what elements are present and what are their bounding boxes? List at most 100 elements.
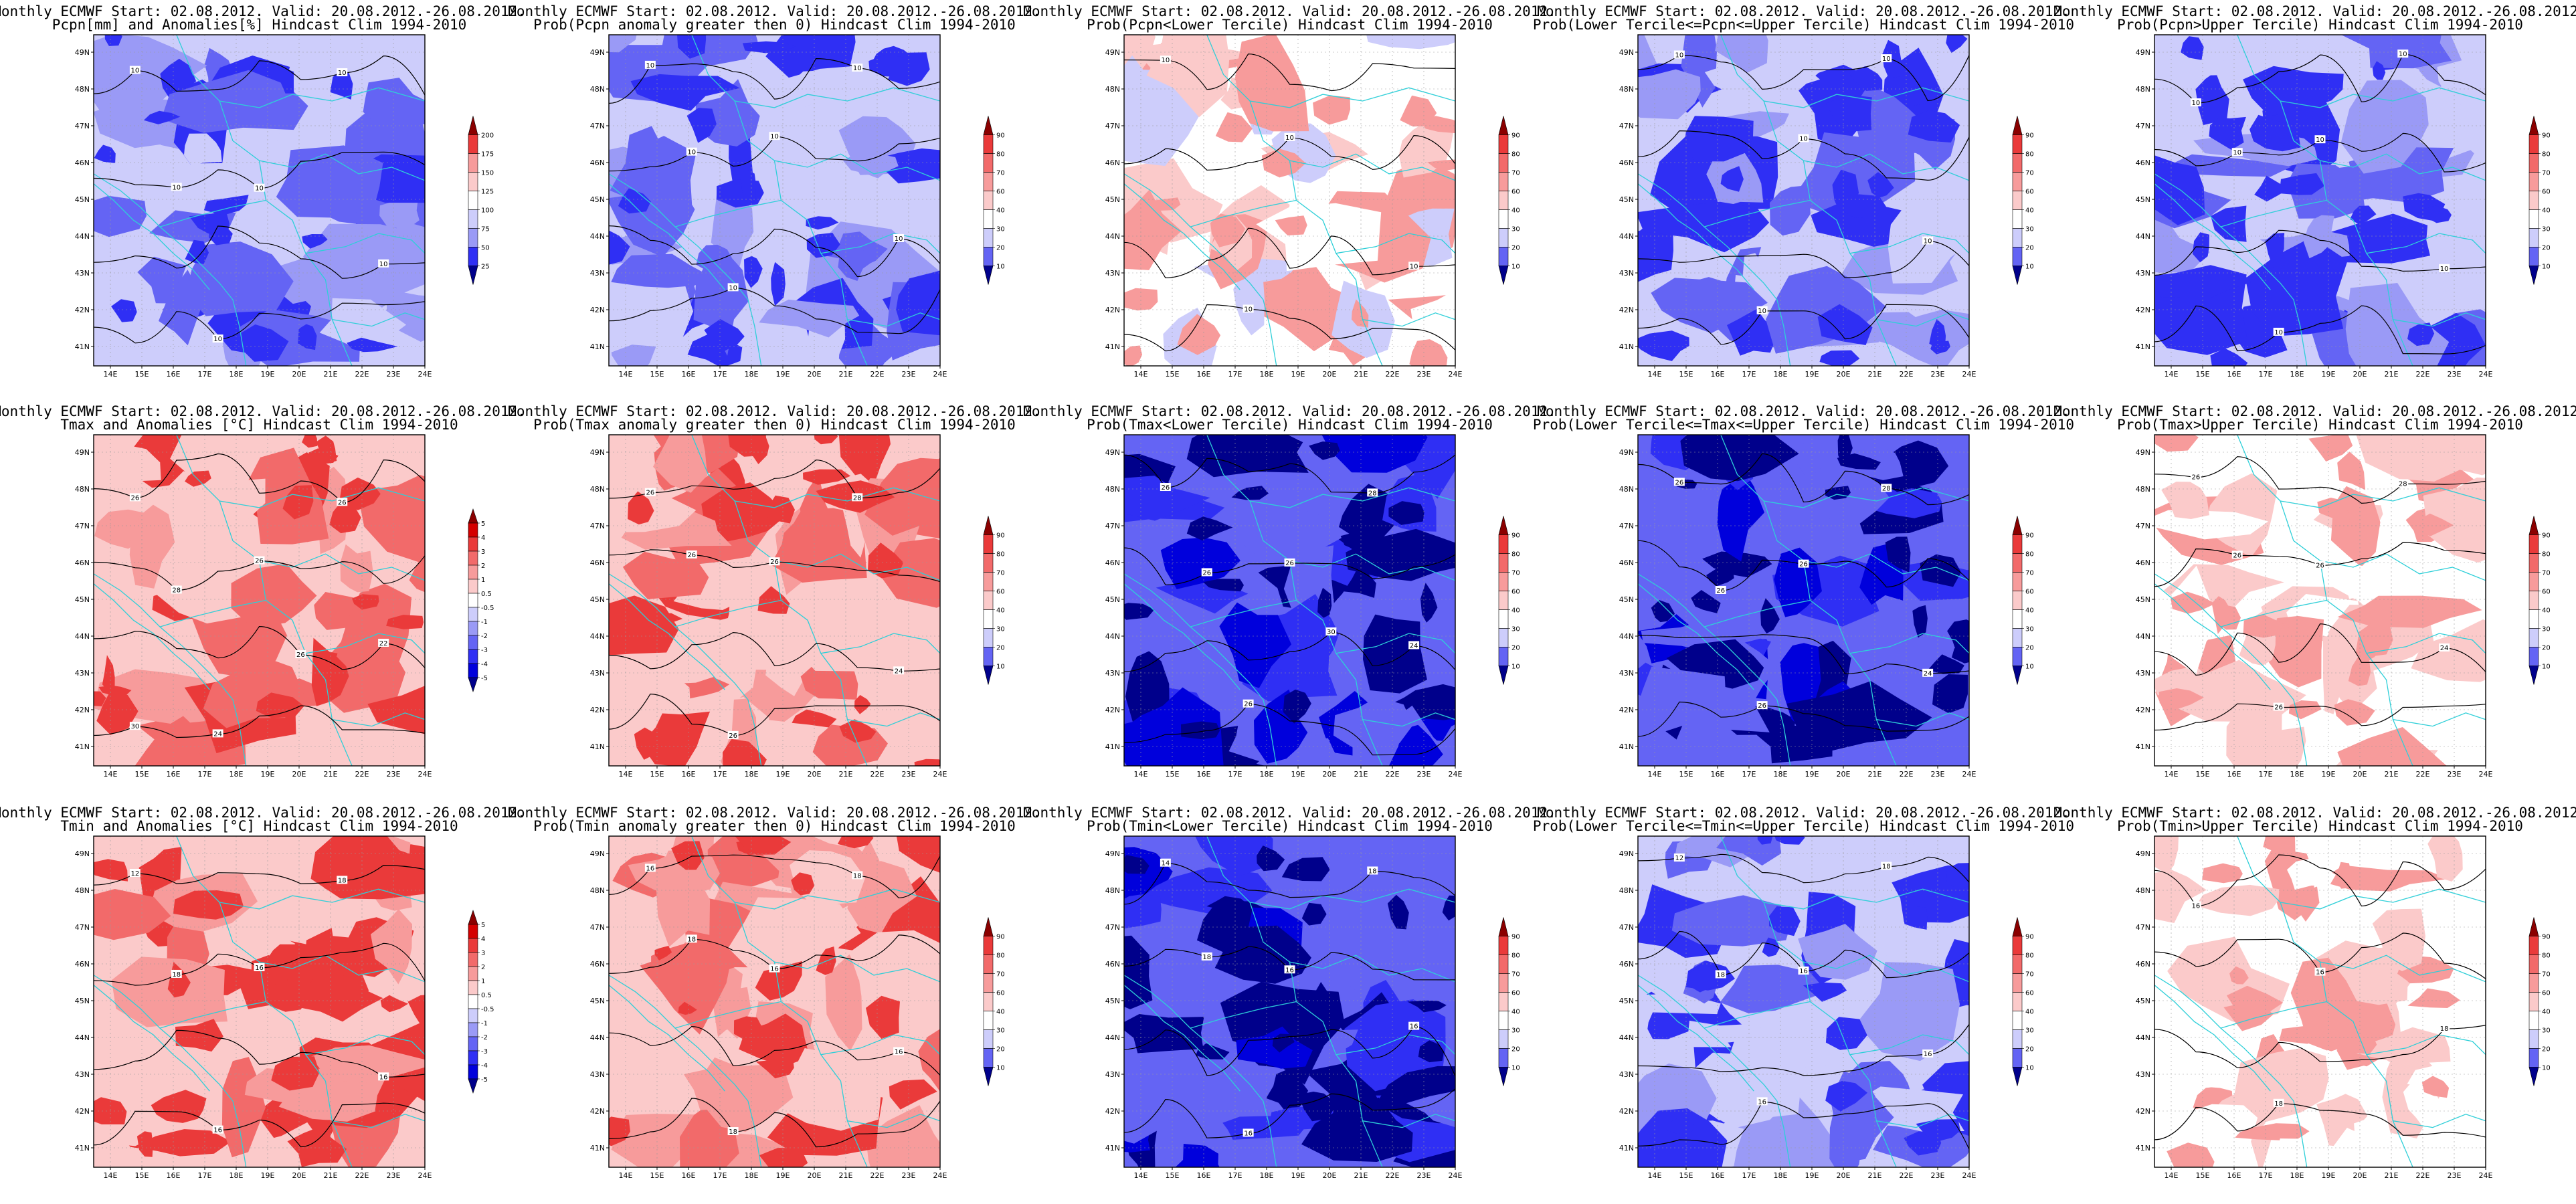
map-panel-tmin-prob-pos: Monthly ECMWF Start: 02.08.2012. Valid: … [508,805,1041,1180]
lat-tick-label: 46N [1619,960,1634,969]
lat-tick-label: 43N [590,669,605,678]
legend-value: 80 [2025,551,2034,559]
lat-tick-label: 41N [1105,742,1120,751]
lon-tick-label: 22E [870,1171,885,1180]
contour-label: 24 [893,666,905,675]
lon-tick-label: 21E [1868,770,1882,779]
panel-title: Tmin and Anomalies [°C] Hindcast Clim 19… [60,818,458,834]
lon-tick-label: 22E [2416,770,2430,779]
coastline-borders [1124,35,1455,366]
contour-label-text: 10 [1882,56,1891,63]
legend-value: 1 [481,978,485,985]
lat-tick-label: 45N [590,195,605,204]
lon-tick-label: 16E [1711,770,1725,779]
lon-tick-label: 15E [2196,370,2210,379]
lon-tick-label: 24E [933,1171,947,1180]
lon-tick-label: 14E [104,770,118,779]
lat-tick-label: 44N [2136,1033,2150,1042]
contour-label-text: 16 [2316,969,2324,977]
contour-label: 26 [2273,702,2284,712]
contour-label: 16 [254,963,265,972]
lat-tick-label: 48N [75,85,90,94]
contour-label-text: 26 [296,651,305,659]
legend-value: 60 [2542,990,2551,997]
contour-label: 26 [1243,699,1254,708]
map-frame [608,34,941,367]
contour-label-text: 18 [687,936,696,943]
map-panel-tmax-lower: Monthly ECMWF Start: 02.08.2012. Valid: … [1023,403,1556,779]
lat-tick-label: 48N [590,886,605,895]
lon-tick-label: 14E [2165,1171,2179,1180]
lon-tick-label: 17E [198,1171,212,1180]
lon-tick-label: 14E [619,770,633,779]
lon-tick-label: 15E [650,370,664,379]
lon-tick-label: 22E [355,770,369,779]
lat-tick-label: 47N [1105,923,1120,932]
legend-value: -3 [481,1048,488,1056]
contour-label: 26 [1201,568,1212,577]
lon-tick-label: 14E [1648,370,1662,379]
graticule [2154,435,2486,766]
panel-title: Prob(Lower Tercile<=Tmin<=Upper Tercile)… [1533,818,2074,834]
lon-tick-label: 14E [1648,770,1662,779]
contour-label: 26 [686,550,697,559]
lon-tick-label: 18E [1260,370,1274,379]
panel-header: Monthly ECMWF Start: 02.08.2012. Valid: … [1023,805,1556,821]
lat-tick-label: 48N [1619,85,1634,94]
contour-label: 26 [1160,483,1171,492]
map-frame [1637,835,1970,1168]
contour-label-text: 10 [131,68,140,75]
lat-tick-label: 43N [590,1070,605,1079]
lat-tick-label: 47N [75,923,90,932]
lon-tick-label: 19E [1291,770,1305,779]
contour-label: 26 [254,556,265,565]
lat-tick-label: 42N [590,706,605,714]
lat-tick-label: 44N [1105,232,1120,241]
lon-tick-label: 24E [2479,370,2493,379]
lon-tick-label: 19E [1805,370,1819,379]
lon-tick-label: 24E [1449,370,1463,379]
lon-tick-label: 21E [839,770,853,779]
lat-tick-label: 42N [1619,306,1634,314]
map-panel-tmax-mid: Monthly ECMWF Start: 02.08.2012. Valid: … [1533,403,2074,779]
lon-tick-label: 14E [1134,370,1148,379]
lon-tick-label: 15E [1166,370,1180,379]
contour-label-text: 16 [1285,967,1294,974]
map-frame [1123,34,1456,367]
legend-value: 80 [2025,151,2034,159]
lon-tick-label: 18E [1774,770,1788,779]
lon-tick-label: 21E [324,1171,338,1180]
lat-tick-label: 44N [1619,1033,1634,1042]
lon-tick-label: 18E [1774,1171,1788,1180]
legend-colorbar: 90 80 70 60 40 30 20 10 [2528,116,2551,285]
contour-label: 10 [2231,148,2243,157]
lat-tick-label: 48N [1105,485,1120,494]
lat-tick-label: 45N [590,595,605,604]
contour-label-text: 18 [1368,868,1377,875]
contour-label: 10 [1756,306,1768,315]
legend-colorbar: 5 4 3 2 1 0.5 -0.5 -1 -2 -3 -4 -5 [468,910,494,1094]
legend-value: 125 [481,189,494,196]
legend-value: 80 [1511,151,1520,159]
legend-value: 10 [996,664,1005,671]
legend-value: 90 [1511,132,1520,140]
lon-tick-label: 15E [1679,770,1693,779]
shaded-field [2154,35,2486,366]
lon-tick-label: 17E [2259,1171,2273,1180]
lon-tick-label: 17E [1228,770,1243,779]
lat-tick-label: 49N [1619,448,1634,457]
contour-label-text: 26 [770,559,779,566]
lon-tick-label: 23E [1931,370,1945,379]
lon-tick-label: 14E [619,1171,633,1180]
lon-tick-label: 22E [355,370,369,379]
contour-label-text: 10 [2399,51,2407,58]
contour-label: 10 [337,68,348,77]
contour-label: 14 [1160,858,1171,868]
contour-label-text: 16 [1799,968,1808,975]
lat-tick-label: 42N [590,1107,605,1116]
panel-title: Prob(Tmax<Lower Tercile) Hindcast Clim 1… [1087,417,1493,433]
lat-tick-label: 43N [1105,669,1120,678]
contour-label: 18 [171,969,182,979]
lat-tick-label: 41N [2136,742,2150,751]
legend-value: 90 [1511,934,1520,941]
